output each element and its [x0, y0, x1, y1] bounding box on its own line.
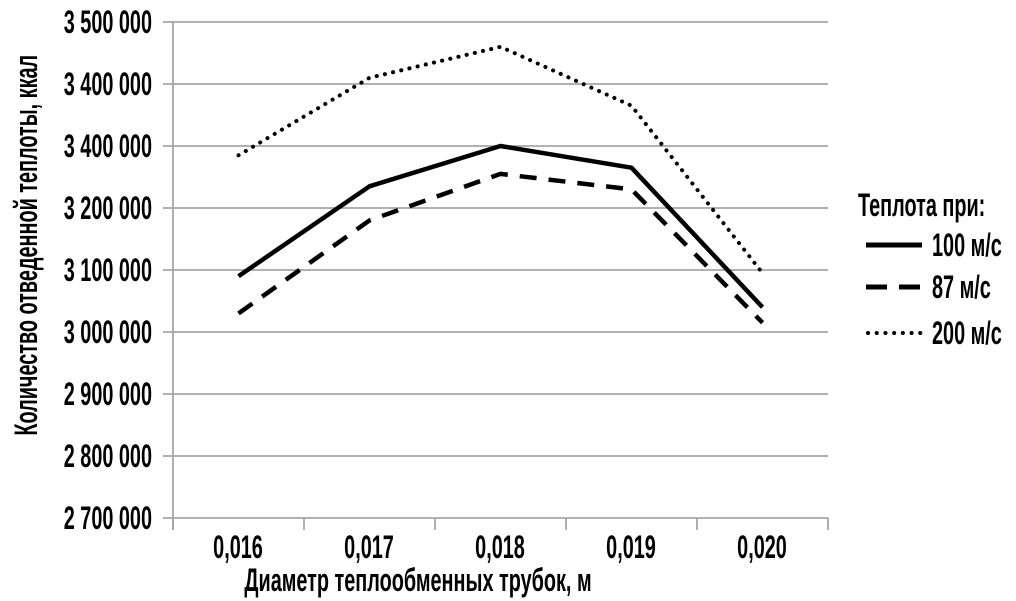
y-tick-label: 2 800 000: [63, 438, 152, 474]
y-tick-label: 3 500 000: [63, 4, 152, 40]
x-tick-label: 0,019: [606, 529, 656, 565]
y-tick-label: 2 700 000: [63, 500, 152, 536]
legend-label: 100 м/с: [932, 227, 1002, 263]
x-tick-label: 0,017: [344, 529, 394, 565]
y-tick-label: 3 400 000: [63, 128, 152, 164]
x-axis-title: Диаметр теплообменных трубок, м: [244, 562, 592, 598]
x-tick-label: 0,020: [737, 529, 787, 565]
legend-item: 87 м/с: [865, 269, 1016, 305]
legend-swatch-solid-line: [866, 242, 922, 248]
x-tick-label: 0,018: [475, 529, 525, 565]
y-tick-label: 2 900 000: [63, 376, 152, 412]
y-tick-label: 3 000 000: [63, 314, 152, 350]
y-tick-label: 3 200 000: [63, 190, 152, 226]
legend-item: 100 м/с: [865, 227, 1016, 263]
legend-title: Теплота при:: [858, 187, 986, 223]
series-line-dotted: [236, 44, 765, 276]
series-line-solid: [237, 143, 765, 309]
legend-label: 87 м/с: [932, 269, 991, 305]
y-tick-label: 3 400 000: [63, 66, 152, 102]
legend-item: 200 м/с: [865, 315, 1016, 351]
legend-swatch-dotted-line: [866, 331, 923, 335]
legend-label: 200 м/с: [932, 315, 1002, 351]
series-line-dashed: [237, 171, 765, 325]
legend-swatch-dashed-line: [866, 284, 920, 290]
y-axis-title: Количество отведенной теплоты, ккал: [8, 0, 44, 542]
y-tick-label: 3 100 000: [63, 252, 152, 288]
x-tick-label: 0,016: [213, 529, 263, 565]
y-axis-title-text: Количество отведенной теплоты, ккал: [8, 54, 44, 436]
